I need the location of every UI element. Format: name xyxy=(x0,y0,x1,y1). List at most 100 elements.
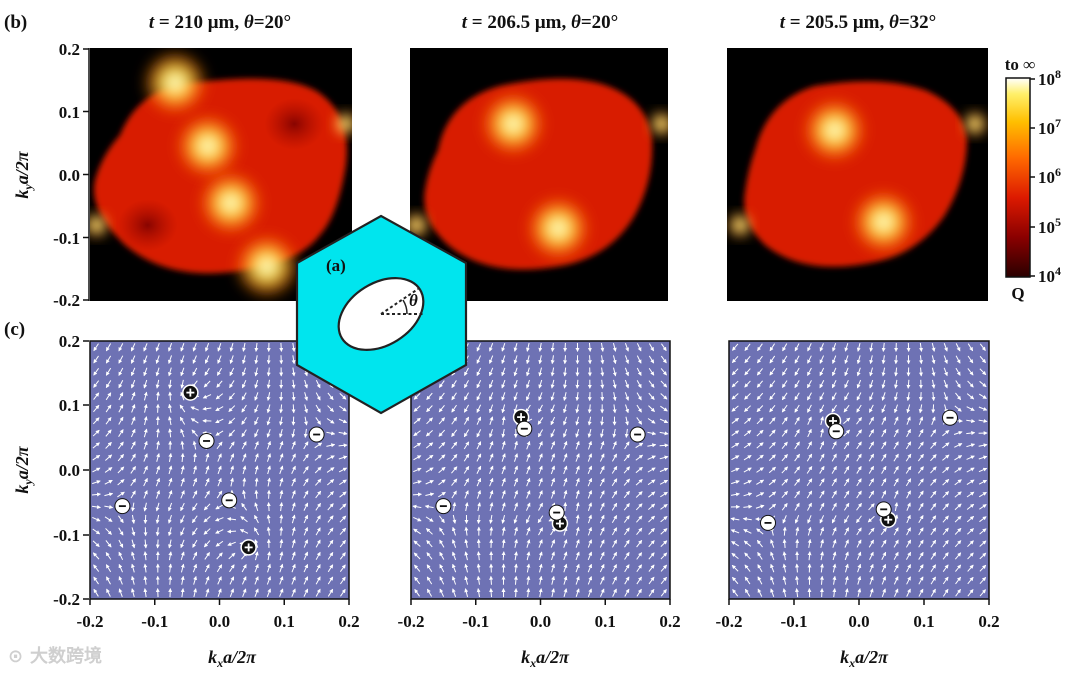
polarization-arrow xyxy=(744,368,751,376)
polarization-arrow xyxy=(93,564,100,572)
polarization-arrow xyxy=(315,576,321,585)
polarization-arrow xyxy=(525,515,531,524)
polarization-arrow xyxy=(918,404,923,414)
polarization-arrow xyxy=(648,515,655,523)
polarization-arrow xyxy=(327,539,334,548)
polarization-arrow xyxy=(228,417,236,425)
polarization-arrow xyxy=(894,367,899,377)
polarization-arrow xyxy=(92,467,101,473)
polarization-arrow xyxy=(526,575,531,585)
polarization-arrow xyxy=(501,404,506,414)
polarization-arrow xyxy=(279,453,284,462)
polarization-arrow xyxy=(215,406,224,412)
polarization-arrow xyxy=(943,379,948,389)
y-tick: 0.1 xyxy=(59,396,80,415)
polarization-arrow xyxy=(266,514,271,524)
polarization-arrow xyxy=(241,564,247,573)
polarization-arrow xyxy=(954,405,962,412)
polarization-arrow xyxy=(563,489,568,499)
polarization-arrow xyxy=(526,490,531,499)
polarization-arrow xyxy=(488,355,494,364)
x-tick: -0.2 xyxy=(398,612,425,631)
polarization-arrow xyxy=(648,564,655,572)
polarization-arrow xyxy=(254,502,259,512)
polarization-arrow xyxy=(501,367,506,377)
polarization-arrow xyxy=(488,379,494,389)
polarization-arrow xyxy=(599,490,605,499)
polarization-arrow xyxy=(192,515,198,524)
polarization-arrow xyxy=(978,393,987,399)
polarization-arrow xyxy=(314,454,322,461)
polarization-arrow xyxy=(893,416,899,425)
polarization-arrow xyxy=(267,551,271,561)
polarization-arrow xyxy=(599,539,605,548)
polarization-arrow xyxy=(525,379,530,389)
polarization-arrow xyxy=(326,479,335,486)
polarization-arrow xyxy=(893,392,898,401)
polarization-arrow xyxy=(575,416,580,426)
polarization-arrow xyxy=(526,440,531,450)
polarization-arrow xyxy=(538,477,543,487)
polarization-arrow xyxy=(339,515,347,523)
polarization-arrow xyxy=(931,379,936,389)
polarization-arrow xyxy=(636,515,643,523)
polarization-arrow xyxy=(92,480,101,485)
polarization-arrow xyxy=(575,379,580,389)
polarization-arrow xyxy=(612,367,617,377)
polarization-arrow xyxy=(918,416,924,425)
polarization-arrow xyxy=(488,343,494,352)
polarization-arrow xyxy=(191,429,199,437)
polarization-arrow xyxy=(315,490,322,499)
polarization-arrow xyxy=(291,440,296,450)
polarization-arrow xyxy=(647,431,657,436)
polarization-arrow xyxy=(624,355,630,364)
polarization-arrow xyxy=(819,367,825,377)
low-q-region xyxy=(264,97,325,150)
polarization-arrow xyxy=(130,465,136,474)
polarization-arrows xyxy=(91,342,348,598)
polarization-arrow xyxy=(832,367,837,377)
polarization-arrow xyxy=(731,368,739,376)
polarization-arrow xyxy=(635,466,643,474)
polarization-arrow xyxy=(819,392,825,401)
polarization-arrow xyxy=(599,465,605,474)
polarization-arrow xyxy=(315,502,321,511)
polarization-arrow xyxy=(623,466,631,474)
polarization-arrow xyxy=(302,453,309,462)
polarization-arrow xyxy=(203,528,211,535)
polarization-arrow xyxy=(254,551,259,561)
polarization-arrow xyxy=(807,404,812,413)
q-hotspot xyxy=(800,96,869,165)
polarization-arrow xyxy=(635,479,643,486)
polarization-arrow xyxy=(587,551,593,561)
polarization-arrow xyxy=(463,478,470,487)
polarization-arrow xyxy=(291,563,296,573)
polarization-arrow xyxy=(227,517,237,522)
polarization-arrow xyxy=(315,404,321,413)
polarization-arrow xyxy=(143,355,148,364)
polarization-arrow xyxy=(906,379,911,389)
polarization-arrow xyxy=(807,380,812,389)
polarization-arrow xyxy=(869,404,874,413)
polarization-arrow xyxy=(587,502,593,511)
polarization-arrow xyxy=(624,539,630,548)
polarization-arrow xyxy=(451,539,457,548)
polarization-arrow xyxy=(241,404,247,413)
polarization-arrow xyxy=(575,453,580,462)
polarization-arrow xyxy=(92,540,100,548)
polarization-arrow xyxy=(104,492,114,497)
polarization-arrow xyxy=(315,478,322,486)
polarization-arrow xyxy=(143,343,148,352)
polarization-arrow xyxy=(192,343,197,352)
polarization-arrow xyxy=(526,563,531,573)
polarization-arrow xyxy=(611,490,618,499)
polarization-arrow xyxy=(831,404,837,413)
watermark-logo-icon: ⊙ xyxy=(8,646,23,666)
polarization-arrow xyxy=(180,428,185,438)
y-tick: -0.1 xyxy=(53,526,80,545)
polarization-arrow xyxy=(155,428,160,438)
polarization-arrow xyxy=(869,392,874,401)
polarization-arrow xyxy=(769,429,776,437)
polarization-arrow xyxy=(451,404,457,413)
polarization-arrow xyxy=(117,453,124,462)
